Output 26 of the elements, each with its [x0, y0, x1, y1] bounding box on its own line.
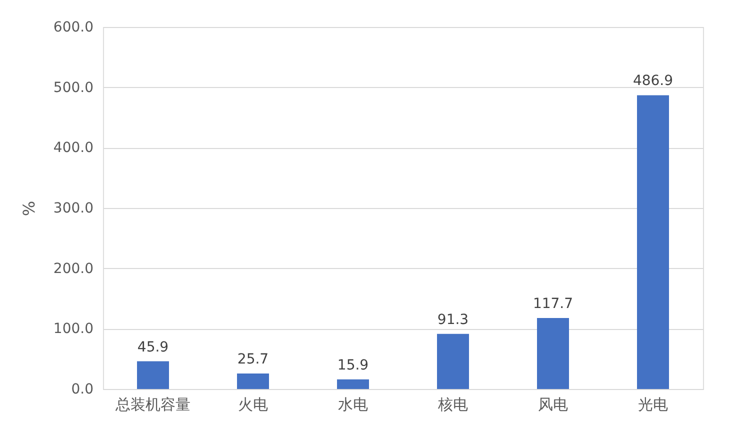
x-tick-label: 光电: [638, 396, 668, 414]
y-tick-label: 0.0: [71, 382, 94, 398]
x-tick-label: 水电: [338, 396, 368, 414]
x-tick-label: 核电: [437, 396, 468, 414]
data-label: 117.7: [532, 296, 574, 312]
y-tick-label: 400.0: [53, 140, 94, 156]
y-tick-label: 500.0: [53, 80, 94, 96]
bar: [337, 379, 369, 389]
y-tick-label: 300.0: [53, 200, 94, 216]
y-tick-label: 100.0: [53, 321, 94, 338]
bar: [537, 318, 569, 389]
bar: [437, 334, 469, 389]
y-axis-title: %: [19, 200, 38, 216]
bar: [637, 95, 669, 389]
data-label: 486.9: [632, 73, 674, 90]
bar: [137, 361, 169, 389]
x-tick-label: 总装机容量: [114, 396, 190, 414]
x-tick-label: 风电: [538, 396, 568, 414]
y-tick-label: 200.0: [53, 260, 94, 277]
y-tick-label: 600.0: [53, 20, 94, 36]
x-tick-label: 火电: [238, 396, 268, 414]
bar: [237, 373, 269, 389]
data-label: 45.9: [137, 339, 169, 356]
data-label: 15.9: [337, 357, 369, 374]
data-label: 25.7: [237, 351, 269, 368]
data-label: 91.3: [437, 312, 469, 328]
